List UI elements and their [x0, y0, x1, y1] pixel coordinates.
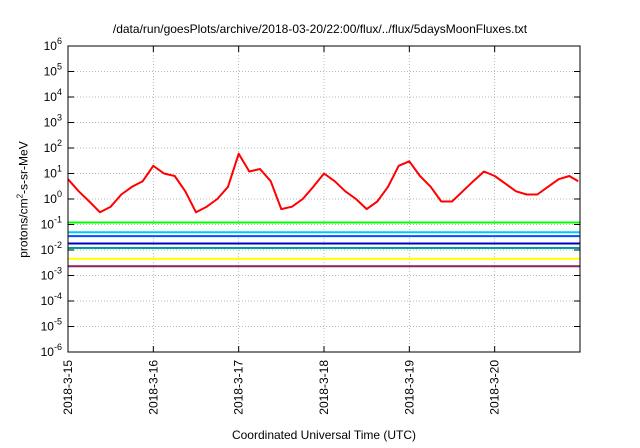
y-tick-exponent: 4: [57, 87, 62, 97]
x-tick-label: 2018-3-15: [61, 360, 75, 415]
y-tick-exponent: 1: [57, 164, 62, 174]
series-line-0: [67, 152, 579, 214]
y-tick-exponent: -5: [54, 317, 62, 327]
y-axis-label-prefix: protons/cm: [16, 198, 31, 258]
y-tick-label: 10-6: [41, 342, 62, 359]
y-tick-label: 10-2: [41, 240, 62, 257]
y-tick-exponent: -6: [54, 342, 62, 352]
y-axis-label: protons/cm2-s-sr-MeV: [16, 120, 31, 280]
x-tick-label: 2018-3-19: [402, 360, 416, 415]
y-tick-base: 10: [44, 90, 58, 104]
y-tick-label: 106: [44, 36, 62, 53]
y-tick-label: 10-1: [41, 215, 62, 232]
y-tick-base: 10: [41, 294, 55, 308]
x-tick-label: 2018-3-16: [146, 360, 160, 415]
y-tick-exponent: 3: [57, 113, 62, 123]
y-tick-base: 10: [41, 218, 55, 232]
y-tick-base: 10: [41, 320, 55, 334]
y-axis-label-suffix: -s-sr-MeV: [16, 141, 31, 194]
grid-layer: [68, 46, 580, 352]
x-tick-label: 2018-3-17: [232, 360, 246, 415]
chart-title: /data/run/goesPlots/archive/2018-03-20/2…: [112, 22, 528, 36]
y-tick-exponent: -2: [54, 240, 62, 250]
y-tick-label: 103: [44, 113, 62, 130]
x-ticks: 2018-3-15 2018-3-16 2018-3-17 2018-3-18 2018…: [61, 46, 502, 415]
y-tick-base: 10: [44, 167, 58, 181]
y-tick-label: 105: [44, 62, 62, 79]
y-tick-label: 10-3: [41, 266, 62, 283]
x-tick-label: 2018-3-18: [317, 360, 331, 415]
y-tick-exponent: 0: [57, 189, 62, 199]
series-layer: [67, 152, 580, 268]
y-tick-base: 10: [44, 39, 58, 53]
y-axis-label-sup: 2: [15, 193, 25, 199]
y-tick-exponent: -4: [54, 291, 62, 301]
y-tick-base: 10: [41, 345, 55, 359]
y-ticks: 10-610-510-410-310-210-11001011021031041…: [41, 36, 580, 359]
y-tick-label: 104: [44, 87, 62, 104]
y-tick-base: 10: [44, 116, 58, 130]
x-axis-label: Coordinated Universal Time (UTC): [231, 428, 417, 442]
y-tick-label: 102: [44, 138, 62, 155]
y-tick-label: 10-4: [41, 291, 62, 308]
y-tick-label: 101: [44, 164, 62, 181]
y-tick-exponent: 5: [57, 62, 62, 72]
y-tick-base: 10: [44, 192, 58, 206]
y-tick-exponent: 6: [57, 36, 62, 46]
y-tick-exponent: -1: [54, 215, 62, 225]
y-tick-base: 10: [44, 65, 58, 79]
y-tick-base: 10: [41, 243, 55, 257]
y-tick-exponent: 2: [57, 138, 62, 148]
y-tick-label: 100: [44, 189, 62, 206]
x-tick-label: 2018-3-20: [488, 360, 502, 415]
y-tick-label: 10-5: [41, 317, 62, 334]
y-tick-base: 10: [41, 269, 55, 283]
y-tick-exponent: -3: [54, 266, 62, 276]
y-tick-base: 10: [44, 141, 58, 155]
